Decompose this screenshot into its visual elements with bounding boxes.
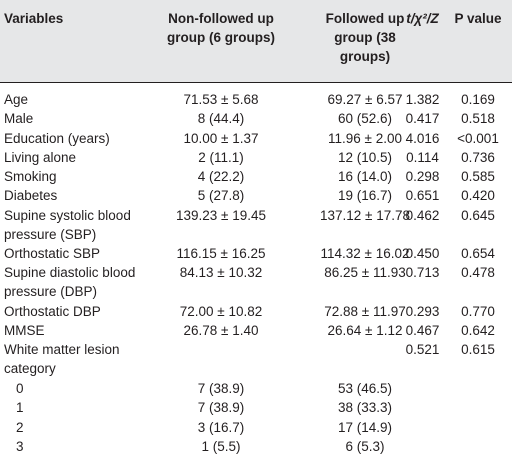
row-pvalue: 0.654 — [461, 246, 495, 261]
row-nonfollowed: 26.78 ± 1.40 — [183, 323, 259, 338]
row-variable: Orthostatic SBP — [4, 246, 101, 261]
row-stat: 0.450 — [405, 246, 440, 261]
row-followed: 38 (33.3) — [337, 400, 393, 415]
row-followed: 60 (52.6) — [337, 111, 393, 126]
row-variable: Male — [4, 111, 34, 126]
row-variable-cont: category — [4, 361, 56, 376]
row-nonfollowed: 116.15 ± 16.25 — [176, 246, 266, 261]
header-nonfollowed-line2: group (6 groups) — [167, 30, 275, 45]
row-pvalue: 0.420 — [461, 188, 495, 203]
row-pvalue: 0.770 — [461, 304, 495, 319]
row-nonfollowed: 8 (44.4) — [197, 111, 245, 126]
row-stat: 0.114 — [406, 150, 439, 165]
table-header — [0, 0, 512, 82]
row-followed: 6 (5.3) — [345, 439, 385, 454]
row-stat: 0.521 — [405, 342, 440, 357]
row-nonfollowed: 7 (38.9) — [197, 400, 245, 415]
row-followed: 86.25 ± 11.93 — [324, 265, 406, 280]
row-pvalue: 0.642 — [461, 323, 495, 338]
row-pvalue: 0.645 — [461, 208, 495, 223]
row-stat: 4.016 — [405, 131, 440, 146]
row-pvalue: 0.585 — [461, 169, 495, 184]
row-followed: 72.88 ± 11.97 — [324, 304, 406, 319]
row-variable: Education (years) — [4, 131, 110, 146]
row-variable: 2 — [16, 420, 24, 435]
row-followed: 53 (46.5) — [337, 381, 393, 396]
row-variable: MMSE — [4, 323, 45, 338]
row-nonfollowed: 4 (22.2) — [197, 169, 245, 184]
row-stat: 0.417 — [405, 111, 440, 126]
row-stat: 0.713 — [405, 265, 440, 280]
row-nonfollowed: 139.23 ± 19.45 — [176, 208, 266, 223]
row-variable: 3 — [16, 439, 24, 454]
row-variable: Age — [4, 92, 29, 107]
row-variable: Living alone — [4, 150, 77, 165]
row-nonfollowed: 1 (5.5) — [201, 439, 241, 454]
header-rule — [0, 82, 512, 83]
row-nonfollowed: 5 (27.8) — [197, 188, 245, 203]
row-followed: 12 (10.5) — [337, 150, 393, 165]
row-variable-cont: pressure (SBP) — [4, 227, 97, 242]
row-variable: 0 — [16, 381, 24, 396]
row-variable: Orthostatic DBP — [4, 304, 101, 319]
header-variables: Variables — [4, 11, 64, 26]
row-stat: 0.462 — [405, 208, 440, 223]
row-variable: White matter lesion — [4, 342, 120, 357]
row-followed: 19 (16.7) — [337, 188, 393, 203]
row-variable: Supine systolic blood — [4, 208, 131, 223]
row-pvalue: 0.169 — [461, 92, 495, 107]
header-pvalue: P value — [454, 11, 502, 26]
row-stat: 0.651 — [405, 188, 440, 203]
header-followed-line3: groups) — [339, 49, 391, 64]
row-pvalue: 0.736 — [461, 150, 495, 165]
row-nonfollowed: 7 (38.9) — [197, 381, 245, 396]
row-variable: Smoking — [4, 169, 57, 184]
row-stat: 1.382 — [405, 92, 440, 107]
header-followed-line2: group (38 — [334, 30, 396, 45]
row-followed: 17 (14.9) — [337, 420, 393, 435]
row-nonfollowed: 71.53 ± 5.68 — [183, 92, 259, 107]
header-followed-line1: Followed up — [325, 11, 405, 26]
row-variable: 1 — [16, 400, 24, 415]
row-nonfollowed: 72.00 ± 10.82 — [179, 304, 263, 319]
row-stat: 0.293 — [405, 304, 440, 319]
row-nonfollowed: 3 (16.7) — [197, 420, 245, 435]
row-stat: 0.467 — [405, 323, 440, 338]
header-nonfollowed-line1: Non-followed up — [168, 11, 274, 26]
row-variable-cont: pressure (DBP) — [4, 284, 98, 299]
row-nonfollowed: 2 (11.1) — [198, 150, 244, 165]
row-followed: 11.96 ± 2.00 — [328, 131, 402, 146]
row-pvalue: 0.478 — [461, 265, 495, 280]
row-followed: 114.32 ± 16.02 — [320, 246, 410, 261]
row-followed: 137.12 ± 17.78 — [320, 208, 410, 223]
row-followed: 69.27 ± 6.57 — [327, 92, 403, 107]
row-followed: 26.64 ± 1.12 — [327, 323, 403, 338]
row-pvalue: 0.518 — [461, 111, 495, 126]
row-variable: Diabetes — [4, 188, 58, 203]
row-nonfollowed: 10.00 ± 1.37 — [183, 131, 259, 146]
row-followed: 16 (14.0) — [337, 169, 393, 184]
header-stat: t/χ²/Z — [406, 11, 439, 26]
row-variable: Supine diastolic blood — [4, 265, 136, 280]
row-stat: 0.298 — [405, 169, 440, 184]
row-pvalue: 0.615 — [461, 342, 495, 357]
row-nonfollowed: 84.13 ± 10.32 — [179, 265, 263, 280]
row-pvalue: <0.001 — [457, 131, 499, 146]
